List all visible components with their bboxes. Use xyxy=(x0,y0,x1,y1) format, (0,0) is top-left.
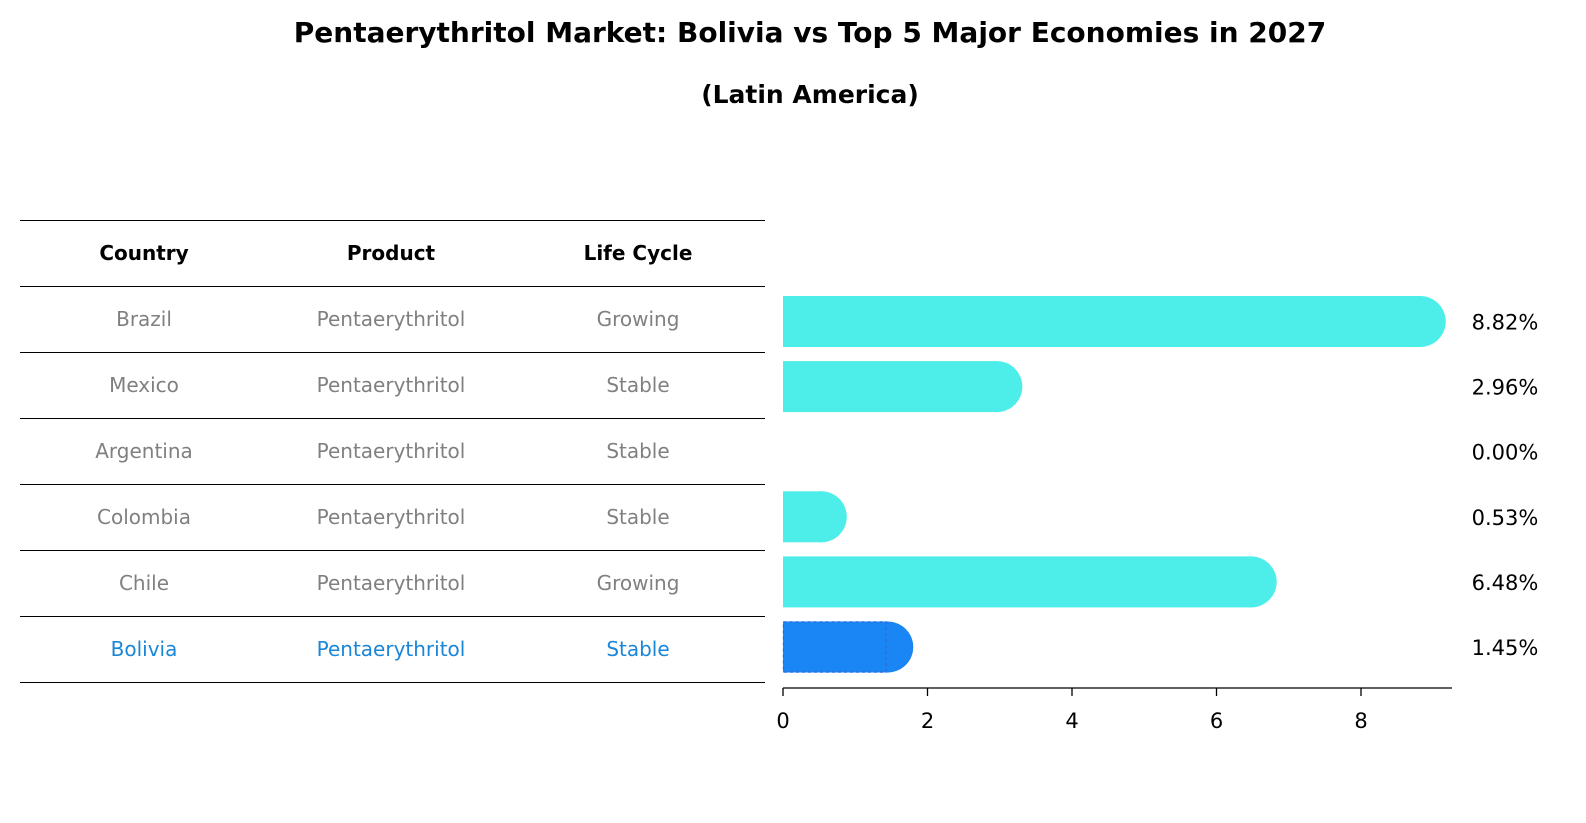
bar-brazil xyxy=(783,296,1421,347)
chart-subtitle: (Latin America) xyxy=(701,80,919,109)
table-cell-country: Bolivia xyxy=(110,637,178,661)
table-divider xyxy=(20,286,765,287)
bar-value-label: 2.96% xyxy=(1472,376,1539,400)
table-cell-product: Pentaerythritol xyxy=(316,307,466,331)
table-divider xyxy=(20,352,765,353)
bar-highlight-outline xyxy=(782,621,887,673)
bar-value-label: 1.45% xyxy=(1472,636,1539,660)
table-divider xyxy=(20,220,765,221)
table-cell-country: Brazil xyxy=(116,307,172,331)
table-cell-country: Argentina xyxy=(95,439,193,463)
bar-value-label: 8.82% xyxy=(1472,311,1539,335)
table-cell-life-cycle: Growing xyxy=(596,307,680,331)
table-cell-life-cycle: Growing xyxy=(596,571,680,595)
table-cell-life-cycle: Stable xyxy=(606,439,670,463)
table-divider xyxy=(20,418,765,419)
table-cell-product: Pentaerythritol xyxy=(316,439,466,463)
table-cell-country: Chile xyxy=(118,571,170,595)
x-tick-label: 6 xyxy=(1210,709,1223,733)
x-tick-label: 2 xyxy=(921,709,934,733)
bar-value-label: 0.00% xyxy=(1472,441,1539,465)
product-header: Product xyxy=(346,241,436,265)
country-header: Country xyxy=(99,241,189,265)
table-cell-life-cycle: Stable xyxy=(606,505,670,529)
bar-chile xyxy=(783,556,1252,608)
bar-cap-chile xyxy=(1225,556,1277,608)
table-divider xyxy=(20,682,765,683)
bar-cap-colombia xyxy=(795,491,847,543)
bar-value-label: 0.53% xyxy=(1472,506,1539,530)
table-divider xyxy=(20,616,765,617)
bar-cap-bolivia xyxy=(862,621,914,673)
table-cell-country: Colombia xyxy=(97,505,191,529)
bar-cap-brazil xyxy=(1394,296,1446,347)
x-tick-label: 0 xyxy=(776,709,789,733)
table-divider xyxy=(20,550,765,551)
bar-mexico xyxy=(783,361,997,413)
table-cell-product: Pentaerythritol xyxy=(316,373,466,397)
table-cell-product: Pentaerythritol xyxy=(316,505,466,529)
table-cell-life-cycle: Stable xyxy=(606,637,670,661)
life-cycle-header: Life Cycle xyxy=(583,241,693,265)
table-cell-life-cycle: Stable xyxy=(606,373,670,397)
chart-title: Pentaerythritol Market: Bolivia vs Top 5… xyxy=(293,16,1327,49)
table-cell-product: Pentaerythritol xyxy=(316,637,466,661)
bar-cap-mexico xyxy=(971,361,1023,413)
bar-value-label: 6.48% xyxy=(1472,571,1539,595)
table-cell-product: Pentaerythritol xyxy=(316,571,466,595)
table-cell-country: Mexico xyxy=(109,373,179,397)
x-tick-label: 4 xyxy=(1065,709,1078,733)
x-tick-label: 8 xyxy=(1354,709,1367,733)
table-divider xyxy=(20,484,765,485)
